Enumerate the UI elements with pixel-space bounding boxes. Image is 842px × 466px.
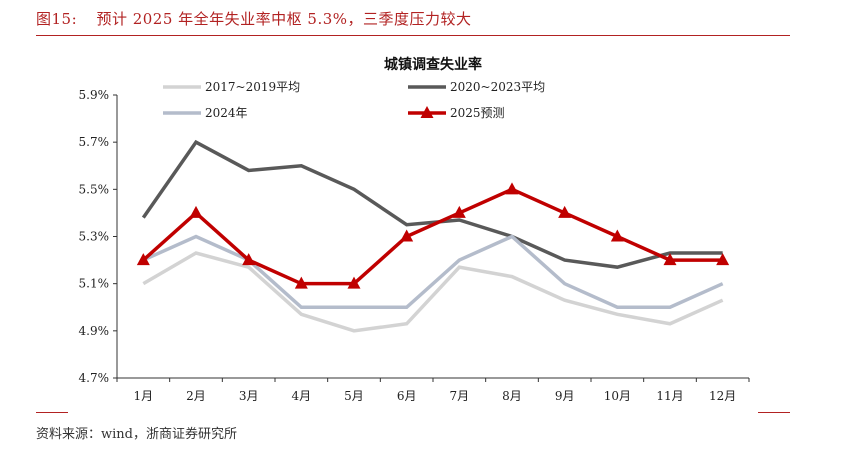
figure-label: 图15:	[36, 10, 78, 28]
x-tick-label: 9月	[555, 389, 575, 403]
y-tick-label: 4.9%	[79, 324, 110, 338]
bottom-divider-right	[758, 412, 790, 413]
series-line-2	[141, 139, 723, 269]
legend: 2017~2019平均 2020~2023平均 2024年 2025预测	[163, 80, 545, 120]
y-tick-label: 5.5%	[79, 182, 110, 196]
legend-marker	[420, 106, 434, 118]
x-tick-label: 12月	[709, 389, 736, 403]
axes: 4.7% 4.9% 5.1% 5.3% 5.5% 5.7% 5.9% 1月 2月 3月 4月 5月 6月…	[79, 88, 750, 403]
series-line-1	[142, 251, 724, 333]
x-tick-label: 10月	[604, 389, 631, 403]
y-tick-label: 5.9%	[79, 88, 110, 102]
legend-label: 2025预测	[450, 106, 505, 120]
x-tick-label: 6月	[397, 389, 417, 403]
chart-title: 城镇调查失业率	[384, 56, 482, 73]
series-point	[136, 253, 150, 266]
series-line-4	[142, 187, 723, 286]
y-tick-label: 5.7%	[79, 135, 110, 149]
x-tick-label: 1月	[134, 389, 154, 403]
y-tick-label: 5.1%	[79, 277, 110, 291]
series-point	[294, 276, 308, 289]
series-point	[663, 253, 677, 266]
series-point	[610, 229, 624, 242]
y-tick-label: 4.7%	[79, 371, 110, 385]
series-point	[558, 205, 572, 218]
x-tick-label: 7月	[450, 389, 470, 403]
series-point	[716, 253, 730, 266]
legend-label: 2020~2023平均	[450, 80, 545, 94]
figure-header: 图15: 预计 2025 年全年失业率中枢 5.3%，三季度压力较大	[36, 8, 472, 29]
legend-label: 2024年	[205, 106, 248, 120]
y-tick-label: 5.3%	[79, 230, 110, 244]
x-tick-label: 4月	[292, 389, 312, 403]
series-layer	[136, 139, 730, 333]
x-tick-label: 11月	[656, 389, 683, 403]
series-point	[505, 182, 519, 195]
series-point	[400, 229, 414, 242]
x-tick-label: 8月	[502, 389, 522, 403]
x-tick-label: 3月	[239, 389, 259, 403]
series-point	[347, 276, 361, 289]
series-line-3	[142, 234, 724, 309]
series-point	[452, 205, 466, 218]
top-divider	[36, 35, 790, 36]
figure-title: 预计 2025 年全年失业率中枢 5.3%，三季度压力较大	[96, 10, 472, 28]
series-point	[242, 253, 256, 266]
bottom-divider-left	[36, 412, 68, 413]
legend-label: 2017~2019平均	[205, 80, 300, 94]
source-note: 资料来源：wind，浙商证券研究所	[36, 427, 237, 442]
x-tick-label: 5月	[344, 389, 364, 403]
series-point	[189, 205, 203, 218]
x-tick-label: 2月	[186, 389, 206, 403]
